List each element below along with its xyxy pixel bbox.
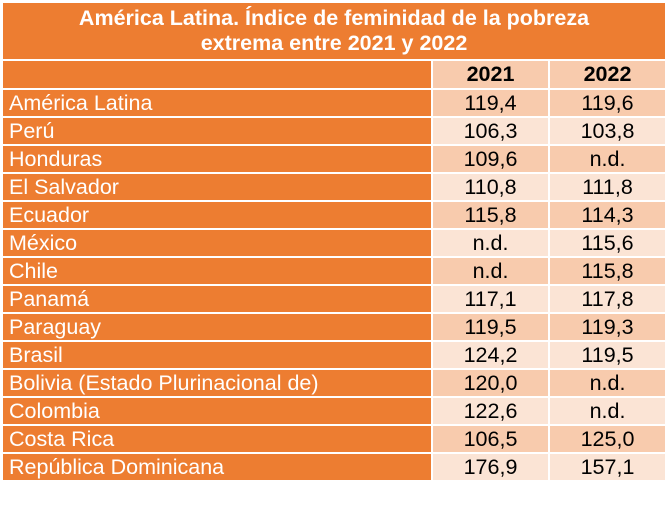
value-2022-cell: n.d. (547, 144, 666, 174)
column-header-empty (1, 59, 433, 90)
value-2022-cell: 114,3 (547, 200, 666, 230)
country-name-cell: Perú (1, 116, 433, 146)
value-2021-cell: 106,5 (431, 424, 550, 454)
value-2022-cell: 115,8 (547, 256, 666, 286)
country-name-cell: Ecuador (1, 200, 433, 230)
value-2021-cell: n.d. (431, 256, 550, 286)
value-2022-cell: 119,5 (547, 340, 666, 370)
value-2021-cell: 176,9 (431, 452, 550, 482)
table-row: República Dominicana 176,9 157,1 (1, 452, 666, 482)
value-2022-cell: 115,6 (547, 228, 666, 258)
country-name-cell: América Latina (1, 88, 433, 118)
table-row: Honduras 109,6 n.d. (1, 144, 666, 174)
table-row: Colombia 122,6 n.d. (1, 396, 666, 426)
table-body: América Latina 119,4 119,6 Perú 106,3 103,8 Ho… (1, 88, 666, 482)
table-row: Ecuador 115,8 114,3 (1, 200, 666, 230)
value-2021-cell: 106,3 (431, 116, 550, 146)
country-name-cell: Brasil (1, 340, 433, 370)
value-2022-cell: 103,8 (547, 116, 666, 146)
value-2021-cell: 119,4 (431, 88, 550, 118)
table-title-line-1: América Latina. Índice de feminidad de l… (78, 6, 590, 30)
table-row: Costa Rica 106,5 125,0 (1, 424, 666, 454)
value-2022-cell: 117,8 (547, 284, 666, 314)
value-2022-cell: 119,6 (547, 88, 666, 118)
value-2022-cell: n.d. (547, 368, 666, 398)
value-2022-cell: 125,0 (547, 424, 666, 454)
table-row: Chile n.d. 115,8 (1, 256, 666, 286)
country-name-cell: México (1, 228, 433, 258)
country-name-cell: Bolivia (Estado Plurinacional de) (1, 368, 433, 398)
table-row: Bolivia (Estado Plurinacional de) 120,0 n.… (1, 368, 666, 398)
country-name-cell: El Salvador (1, 172, 433, 202)
value-2021-cell: 124,2 (431, 340, 550, 370)
value-2021-cell: 119,5 (431, 312, 550, 342)
value-2022-cell: 119,3 (547, 312, 666, 342)
value-2021-cell: 122,6 (431, 396, 550, 426)
value-2021-cell: 120,0 (431, 368, 550, 398)
femininity-index-table: América Latina. Índice de feminidad de l… (0, 1, 666, 482)
country-name-cell: Panamá (1, 284, 433, 314)
value-2021-cell: 109,6 (431, 144, 550, 174)
column-header-2022: 2022 (547, 59, 666, 90)
value-2022-cell: n.d. (547, 396, 666, 426)
country-name-cell: Costa Rica (1, 424, 433, 454)
value-2021-cell: 117,1 (431, 284, 550, 314)
value-2021-cell: n.d. (431, 228, 550, 258)
table-row: El Salvador 110,8 111,8 (1, 172, 666, 202)
table-title-line-2: extrema entre 2021 y 2022 (200, 31, 468, 55)
table-title: América Latina. Índice de feminidad de l… (0, 1, 666, 61)
table-row: Brasil 124,2 119,5 (1, 340, 666, 370)
country-name-cell: República Dominicana (1, 452, 433, 482)
country-name-cell: Chile (1, 256, 433, 286)
value-2021-cell: 110,8 (431, 172, 550, 202)
value-2022-cell: 157,1 (547, 452, 666, 482)
table-row: América Latina 119,4 119,6 (1, 88, 666, 118)
value-2022-cell: 111,8 (547, 172, 666, 202)
column-header-2021: 2021 (431, 59, 550, 90)
country-name-cell: Paraguay (1, 312, 433, 342)
table-row: Paraguay 119,5 119,3 (1, 312, 666, 342)
country-name-cell: Colombia (1, 396, 433, 426)
table-row: Perú 106,3 103,8 (1, 116, 666, 146)
country-name-cell: Honduras (1, 144, 433, 174)
column-header-row: 2021 2022 (1, 59, 666, 90)
value-2021-cell: 115,8 (431, 200, 550, 230)
table-row: Panamá 117,1 117,8 (1, 284, 666, 314)
table-row: México n.d. 115,6 (1, 228, 666, 258)
table-title-row: América Latina. Índice de feminidad de l… (0, 1, 666, 61)
